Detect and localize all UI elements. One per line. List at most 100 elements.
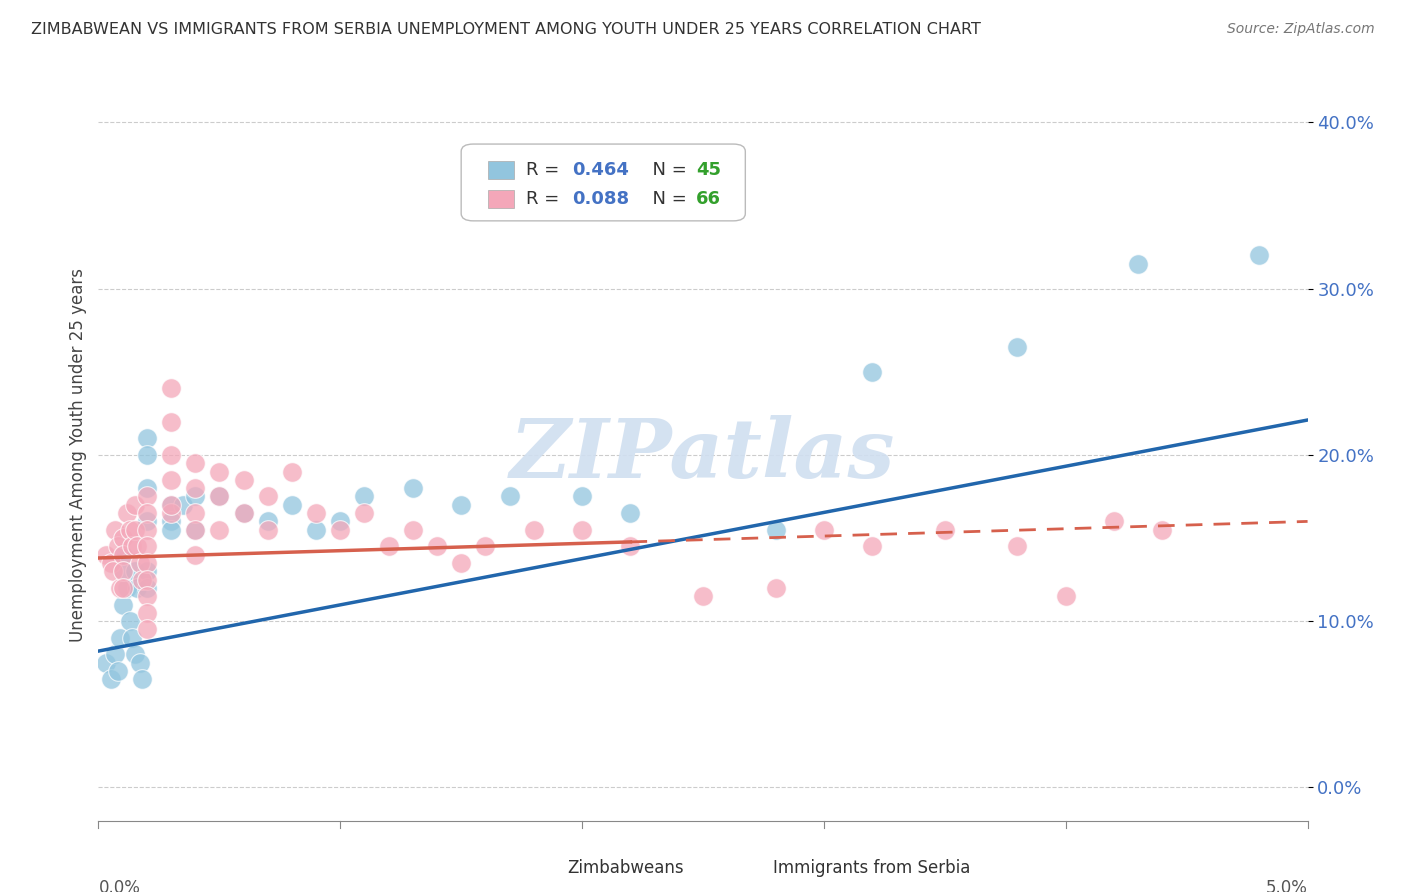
Point bbox=[118, 523, 141, 537]
Text: N =: N = bbox=[641, 190, 693, 208]
Point bbox=[426, 539, 449, 553]
Point bbox=[353, 490, 375, 504]
Point bbox=[1249, 248, 1271, 262]
Text: Zimbabweans: Zimbabweans bbox=[568, 859, 685, 877]
Point bbox=[111, 598, 134, 612]
Point bbox=[127, 581, 149, 595]
Point bbox=[111, 548, 134, 562]
Text: 0.464: 0.464 bbox=[572, 161, 630, 178]
Point bbox=[135, 431, 157, 445]
Point bbox=[135, 573, 157, 587]
Point bbox=[111, 581, 134, 595]
Point bbox=[619, 539, 641, 553]
Point bbox=[281, 465, 304, 479]
Point bbox=[121, 631, 143, 645]
Point bbox=[571, 490, 593, 504]
Point bbox=[184, 481, 207, 495]
Point bbox=[135, 539, 157, 553]
Point bbox=[160, 523, 183, 537]
Point bbox=[135, 606, 157, 620]
Point bbox=[450, 556, 472, 570]
Point bbox=[281, 498, 304, 512]
Point bbox=[128, 556, 150, 570]
FancyBboxPatch shape bbox=[461, 144, 745, 221]
Bar bbox=[488, 190, 515, 208]
Point bbox=[128, 656, 150, 670]
Point bbox=[104, 648, 127, 662]
Point bbox=[135, 506, 157, 520]
Point bbox=[256, 490, 278, 504]
Text: N =: N = bbox=[641, 161, 693, 178]
Y-axis label: Unemployment Among Youth under 25 years: Unemployment Among Youth under 25 years bbox=[69, 268, 87, 642]
Point bbox=[160, 498, 183, 512]
Point bbox=[184, 523, 207, 537]
Point bbox=[111, 531, 134, 545]
Text: 0.0%: 0.0% bbox=[98, 879, 141, 892]
Point bbox=[131, 573, 153, 587]
Bar bbox=[740, 860, 761, 876]
Point bbox=[111, 548, 134, 562]
Point bbox=[172, 498, 194, 512]
Point bbox=[860, 539, 883, 553]
Point bbox=[108, 631, 131, 645]
Point bbox=[1007, 539, 1029, 553]
Point bbox=[160, 381, 183, 395]
Point bbox=[353, 506, 375, 520]
Point bbox=[135, 581, 157, 595]
Point bbox=[160, 498, 183, 512]
Point bbox=[498, 490, 520, 504]
Point bbox=[523, 523, 546, 537]
Point bbox=[160, 515, 183, 529]
Point bbox=[184, 506, 207, 520]
Point bbox=[232, 506, 254, 520]
Point bbox=[160, 415, 183, 429]
Point bbox=[107, 664, 129, 678]
Text: 0.088: 0.088 bbox=[572, 190, 630, 208]
Point bbox=[305, 506, 328, 520]
Point bbox=[1054, 589, 1077, 603]
Point bbox=[184, 523, 207, 537]
Text: 66: 66 bbox=[696, 190, 721, 208]
Point bbox=[402, 523, 425, 537]
Point bbox=[329, 523, 352, 537]
Point bbox=[118, 614, 141, 628]
Point bbox=[135, 515, 157, 529]
Point bbox=[108, 581, 131, 595]
Point bbox=[377, 539, 399, 553]
Point bbox=[160, 473, 183, 487]
Point bbox=[104, 523, 127, 537]
Point bbox=[94, 548, 117, 562]
Point bbox=[232, 506, 254, 520]
Point bbox=[765, 523, 787, 537]
Point bbox=[100, 673, 122, 687]
Point bbox=[860, 365, 883, 379]
Point bbox=[208, 490, 231, 504]
Point bbox=[184, 456, 207, 470]
Point bbox=[121, 539, 143, 553]
Point bbox=[111, 564, 134, 578]
Point bbox=[184, 490, 207, 504]
Text: 45: 45 bbox=[696, 161, 721, 178]
Point bbox=[101, 564, 124, 578]
Point bbox=[107, 539, 129, 553]
Point bbox=[135, 623, 157, 637]
Point bbox=[131, 673, 153, 687]
Point bbox=[135, 589, 157, 603]
Point bbox=[127, 539, 149, 553]
Point bbox=[329, 515, 352, 529]
Point bbox=[692, 589, 714, 603]
Point bbox=[208, 490, 231, 504]
Point bbox=[474, 539, 496, 553]
Point bbox=[94, 656, 117, 670]
Point bbox=[765, 581, 787, 595]
Point bbox=[305, 523, 328, 537]
Text: R =: R = bbox=[526, 161, 565, 178]
Point bbox=[135, 481, 157, 495]
Point bbox=[208, 523, 231, 537]
Point bbox=[450, 498, 472, 512]
Point bbox=[100, 556, 122, 570]
Point bbox=[1007, 340, 1029, 354]
Point bbox=[124, 564, 146, 578]
Point bbox=[184, 548, 207, 562]
Point bbox=[571, 523, 593, 537]
